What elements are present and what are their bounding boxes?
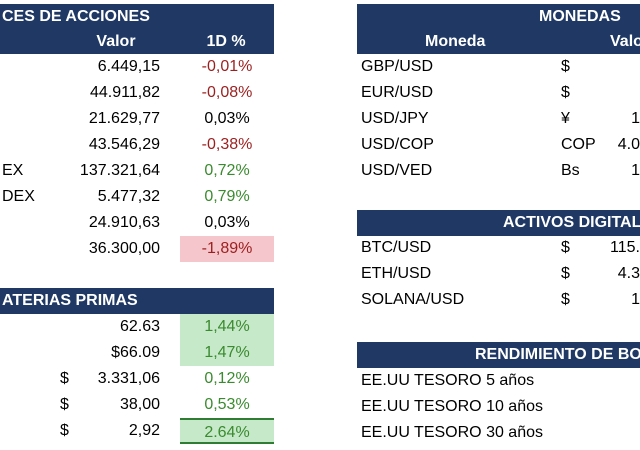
currencies-title-bar: MONEDAS — [357, 4, 640, 30]
currency-pair: USD/VED — [361, 162, 433, 179]
currency-value: 1 — [631, 162, 640, 179]
crypto-title: ACTIVOS DIGITAL — [503, 214, 640, 231]
index-value: 44.911,82 — [90, 84, 160, 101]
index-value: 5.477,32 — [97, 188, 160, 205]
currencies-title: MONEDAS — [539, 8, 621, 25]
index-name — [2, 106, 62, 132]
currency-pair: GBP/USD — [361, 58, 434, 75]
crypto-symbol: $ — [561, 265, 570, 282]
commodity-change: 1,47% — [180, 340, 274, 366]
index-change: 0,72% — [204, 162, 250, 179]
indices-col-change: 1D % — [206, 33, 246, 50]
currency-symbol: COP — [561, 136, 596, 153]
currency-pair: USD/JPY — [361, 110, 429, 127]
index-name — [2, 210, 62, 236]
commodity-change: 2.64% — [180, 418, 274, 444]
index-change: -0,38% — [201, 136, 253, 153]
index-value: 137.321,64 — [79, 162, 160, 179]
commodity-currency: $ — [60, 370, 69, 387]
commodity-change: 1,44% — [180, 314, 274, 340]
commodity-value: $66.09 — [111, 344, 160, 361]
commodity-change: 0,53% — [204, 396, 250, 413]
index-change: 0,03% — [204, 214, 250, 231]
bond-name: EE.UU TESORO 30 años — [361, 424, 543, 441]
commodity-value: 2,92 — [128, 422, 160, 439]
currency-pair: USD/COP — [361, 136, 434, 153]
index-value: 24.910,63 — [88, 214, 160, 231]
index-name — [2, 236, 62, 262]
crypto-pair: ETH/USD — [361, 265, 432, 282]
indices-title-bar: CES DE ACCIONES — [0, 4, 274, 30]
commodity-currency: $ — [60, 396, 69, 413]
bond-name: EE.UU TESORO 10 años — [361, 398, 543, 415]
index-change: -0,08% — [201, 84, 253, 101]
crypto-value: 4.3 — [617, 265, 640, 282]
index-name: DEX — [2, 188, 35, 205]
index-value: 43.546,29 — [88, 136, 160, 153]
indices-title: CES DE ACCIONES — [2, 8, 150, 25]
commodities-title-bar: ATERIAS PRIMAS — [0, 288, 274, 314]
commodity-currency: $ — [60, 422, 69, 439]
currency-symbol: Bs — [561, 162, 580, 179]
index-change: -0,01% — [201, 58, 253, 75]
commodities-title: ATERIAS PRIMAS — [2, 292, 138, 309]
bonds-title: RENDIMIENTO DE BO — [475, 346, 640, 363]
crypto-title-bar: ACTIVOS DIGITAL — [357, 210, 640, 236]
crypto-value: 1 — [631, 291, 640, 308]
currencies-col-value: Valo — [610, 33, 640, 50]
index-name — [2, 54, 62, 80]
index-change: 0,03% — [204, 110, 250, 127]
currency-pair: EUR/USD — [361, 84, 434, 101]
currency-value: 4.0 — [617, 136, 640, 153]
currency-symbol: $ — [561, 84, 570, 101]
crypto-symbol: $ — [561, 291, 570, 308]
index-value: 6.449,15 — [97, 58, 160, 75]
currency-value — [580, 80, 640, 106]
commodity-value: 62.63 — [119, 318, 160, 335]
currency-value: 1 — [631, 110, 640, 127]
index-value: 36.300,00 — [88, 240, 160, 257]
currency-symbol: $ — [561, 58, 570, 75]
currencies-col-pair: Moneda — [425, 33, 486, 50]
index-change: -1,89% — [180, 236, 274, 262]
commodity-change: 0,12% — [204, 370, 250, 387]
index-name — [2, 132, 62, 158]
crypto-value: 115. — [610, 239, 640, 256]
index-value: 21.629,77 — [88, 110, 160, 127]
index-name: EX — [2, 162, 24, 179]
currencies-column-header: Moneda Valo — [357, 30, 640, 54]
bond-name: EE.UU TESORO 5 años — [361, 372, 535, 389]
indices-column-header: Valor 1D % — [0, 30, 274, 54]
index-name — [2, 80, 62, 106]
crypto-pair: BTC/USD — [361, 239, 432, 256]
commodity-value: 3.331,06 — [97, 370, 160, 387]
commodity-value: 38,00 — [119, 396, 160, 413]
crypto-symbol: $ — [561, 239, 570, 256]
indices-col-value: Valor — [96, 33, 136, 50]
currency-value — [580, 54, 640, 80]
bonds-title-bar: RENDIMIENTO DE BO — [357, 342, 640, 368]
currency-symbol: ¥ — [561, 110, 570, 127]
crypto-pair: SOLANA/USD — [361, 291, 465, 308]
index-change: 0,79% — [204, 188, 250, 205]
